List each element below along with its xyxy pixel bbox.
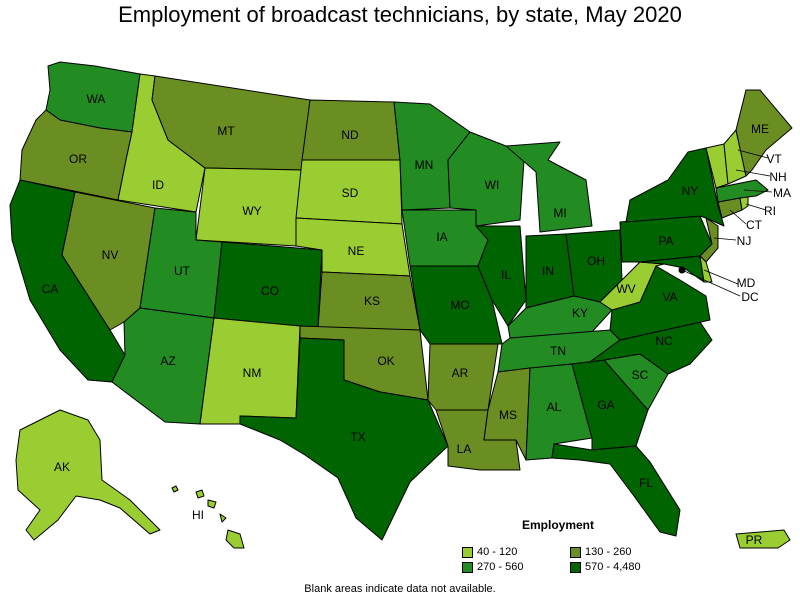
state-wi[interactable] [447,131,525,227]
label-ga: GA [597,398,614,412]
state-pr[interactable] [735,529,791,549]
label-oh: OH [587,254,605,268]
label-ne: NE [348,244,365,258]
legend-label: 270 - 560 [477,561,524,573]
state-de[interactable] [699,255,713,283]
legend-label: 570 - 4,480 [585,561,641,573]
label-wy: WY [242,204,261,218]
label-ak: AK [54,460,70,474]
label-az: AZ [160,354,175,368]
label-ct: CT [746,218,763,232]
label-va: VA [662,290,677,304]
legend-swatch [570,546,581,558]
state-mi[interactable] [505,141,593,233]
label-ok: OK [377,354,394,368]
state-fl[interactable] [551,443,681,537]
label-nv: NV [102,248,119,262]
label-nj: NJ [737,234,752,248]
label-mi: MI [553,206,566,220]
label-pr: PR [746,533,763,547]
state-labels: WA OR CA ID NV MT WY UT AZ CO NM ND SD N… [42,92,791,547]
label-mo: MO [450,298,469,312]
label-md: MD [737,276,756,290]
label-hi: HI [192,508,204,522]
legend-title: Employment [522,518,595,532]
legend-item-bin-4: 570 - 4,480 [570,561,641,573]
label-me: ME [751,122,769,136]
state-il[interactable] [475,225,527,327]
label-ma: MA [773,186,791,200]
legend-item-bin-3: 270 - 560 [462,561,523,573]
label-wa: WA [87,92,106,106]
label-mt: MT [217,124,235,138]
state-tx[interactable] [239,337,449,541]
state-me[interactable] [735,89,793,177]
label-ar: AR [452,366,469,380]
label-nc: NC [655,334,673,348]
label-ny: NY [682,184,699,198]
label-id: ID [152,178,164,192]
label-ia: IA [436,230,447,244]
label-pa: PA [658,234,673,248]
label-ca: CA [42,282,59,296]
label-sc: SC [632,368,649,382]
label-ks: KS [364,294,380,308]
legend-swatch [462,546,473,558]
label-nm: NM [243,366,262,380]
label-il: IL [501,268,511,282]
legend-swatch [570,561,581,573]
label-al: AL [547,400,562,414]
label-fl: FL [639,476,653,490]
footnote: Blank areas indicate data not available. [304,583,496,595]
label-ri: RI [764,204,776,218]
label-dc: DC [741,290,759,304]
label-vt: VT [766,152,782,166]
legend-label: 40 - 120 [477,546,518,558]
legend-item-bin-1: 40 - 120 [462,546,517,558]
label-tx: TX [350,430,365,444]
label-la: LA [457,442,472,456]
legend-item-bin-2: 130 - 260 [570,546,631,558]
label-ut: UT [174,264,191,278]
label-or: OR [69,152,87,166]
label-nd: ND [341,128,359,142]
map-title: Employment of broadcast technicians, by … [118,2,682,27]
label-wv: WV [616,282,635,296]
state-ak[interactable] [15,409,161,541]
label-in: IN [542,264,554,278]
label-tn: TN [550,344,566,358]
legend-label: 130 - 260 [585,546,632,558]
label-mn: MN [415,158,434,172]
legend-swatch [462,561,473,573]
label-ms: MS [499,408,517,422]
leader-lines [681,149,773,297]
label-co: CO [261,284,279,298]
state-hi[interactable] [225,529,245,549]
state-ma[interactable] [715,179,769,203]
label-wi: WI [485,178,500,192]
state-hi-islands[interactable] [171,485,227,523]
label-ky: KY [572,306,588,320]
label-sd: SD [342,186,359,200]
label-nh: NH [769,170,786,184]
